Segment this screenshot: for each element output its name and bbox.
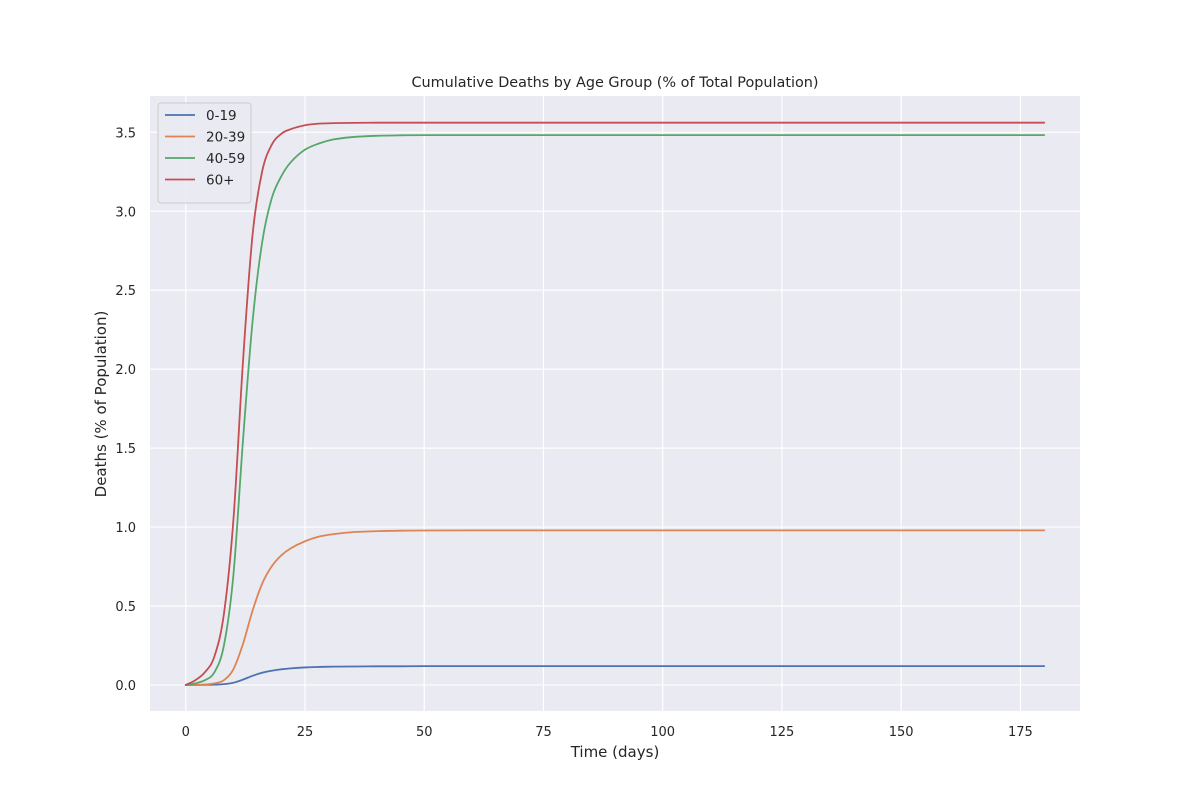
x-axis-label: Time (days) bbox=[570, 743, 660, 761]
legend-label: 20-39 bbox=[206, 130, 245, 146]
y-tick-label: 3.0 bbox=[115, 205, 136, 220]
chart-title: Cumulative Deaths by Age Group (% of Tot… bbox=[411, 75, 818, 91]
x-tick-label: 100 bbox=[650, 725, 675, 740]
y-axis-label: Deaths (% of Population) bbox=[92, 311, 110, 498]
series-line-40-59 bbox=[184, 134, 1046, 686]
y-tick-label: 3.5 bbox=[115, 126, 136, 141]
x-tick-label: 125 bbox=[770, 725, 795, 740]
y-tick-label: 0.5 bbox=[115, 600, 136, 615]
plot-area bbox=[150, 96, 1080, 711]
x-tick-label: 150 bbox=[889, 725, 914, 740]
legend-label: 40-59 bbox=[206, 151, 245, 167]
legend: 0-19 20-39 40-59 60+ bbox=[157, 102, 252, 204]
y-tick-label: 1.5 bbox=[115, 442, 136, 457]
x-tick-label: 0 bbox=[182, 725, 190, 740]
x-tick-label: 25 bbox=[297, 725, 314, 740]
y-tick-label: 2.5 bbox=[115, 284, 136, 299]
y-tick-label: 0.0 bbox=[115, 679, 136, 694]
x-tick-label: 75 bbox=[535, 725, 552, 740]
series-line-60+ bbox=[184, 121, 1046, 686]
series-line-0-19 bbox=[184, 665, 1046, 686]
y-tick-label: 1.0 bbox=[115, 521, 136, 536]
legend-box bbox=[157, 102, 252, 204]
series-layer bbox=[184, 121, 1046, 686]
series-line-20-39 bbox=[184, 529, 1046, 686]
legend-label: 0-19 bbox=[206, 108, 237, 124]
y-axis-ticks: 0.0 0.5 1.0 1.5 2.0 2.5 3.0 3.5 bbox=[115, 126, 136, 694]
x-tick-label: 50 bbox=[416, 725, 433, 740]
y-tick-label: 2.0 bbox=[115, 363, 136, 378]
legend-label: 60+ bbox=[206, 173, 235, 189]
x-tick-label: 175 bbox=[1008, 725, 1033, 740]
x-axis-ticks: 0 25 50 75 100 125 150 175 bbox=[182, 725, 1033, 740]
grid bbox=[150, 96, 1080, 711]
